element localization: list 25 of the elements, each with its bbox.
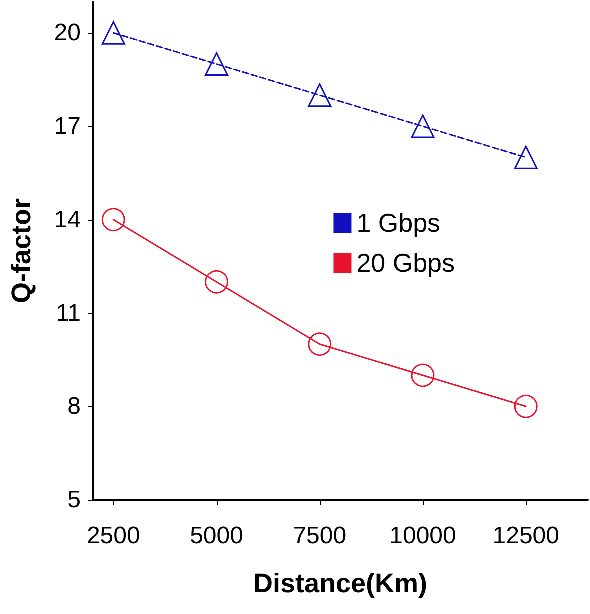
- y-tick-label: 20: [54, 20, 81, 47]
- point: [308, 84, 332, 108]
- y-tick-label: 17: [54, 113, 81, 140]
- point: [102, 21, 126, 45]
- x-tick-label: 2500: [86, 522, 140, 550]
- x-tick-label: 5000: [190, 522, 244, 550]
- y-tick-label: 11: [56, 300, 81, 327]
- legend-label: 1 Gbps: [356, 208, 441, 238]
- point: [411, 114, 435, 138]
- x-tick-label: 10000: [390, 522, 456, 550]
- point: [102, 208, 126, 232]
- x-tick-label: 12500: [492, 522, 560, 550]
- y-tick-label: 8: [68, 393, 81, 420]
- y-tick-label: 5: [68, 486, 81, 514]
- x-tick-label: 7500: [293, 522, 347, 550]
- x-axis-title: Distance(Km): [253, 568, 428, 598]
- legend-label: 20 Gbps: [356, 248, 456, 278]
- point: [308, 332, 332, 356]
- point: [514, 394, 538, 418]
- y-tick-label: 14: [54, 206, 81, 234]
- point: [514, 146, 538, 170]
- point: [205, 52, 228, 76]
- point: [205, 270, 228, 294]
- point: [411, 364, 435, 388]
- y-axis-title: Q-factor: [6, 198, 36, 304]
